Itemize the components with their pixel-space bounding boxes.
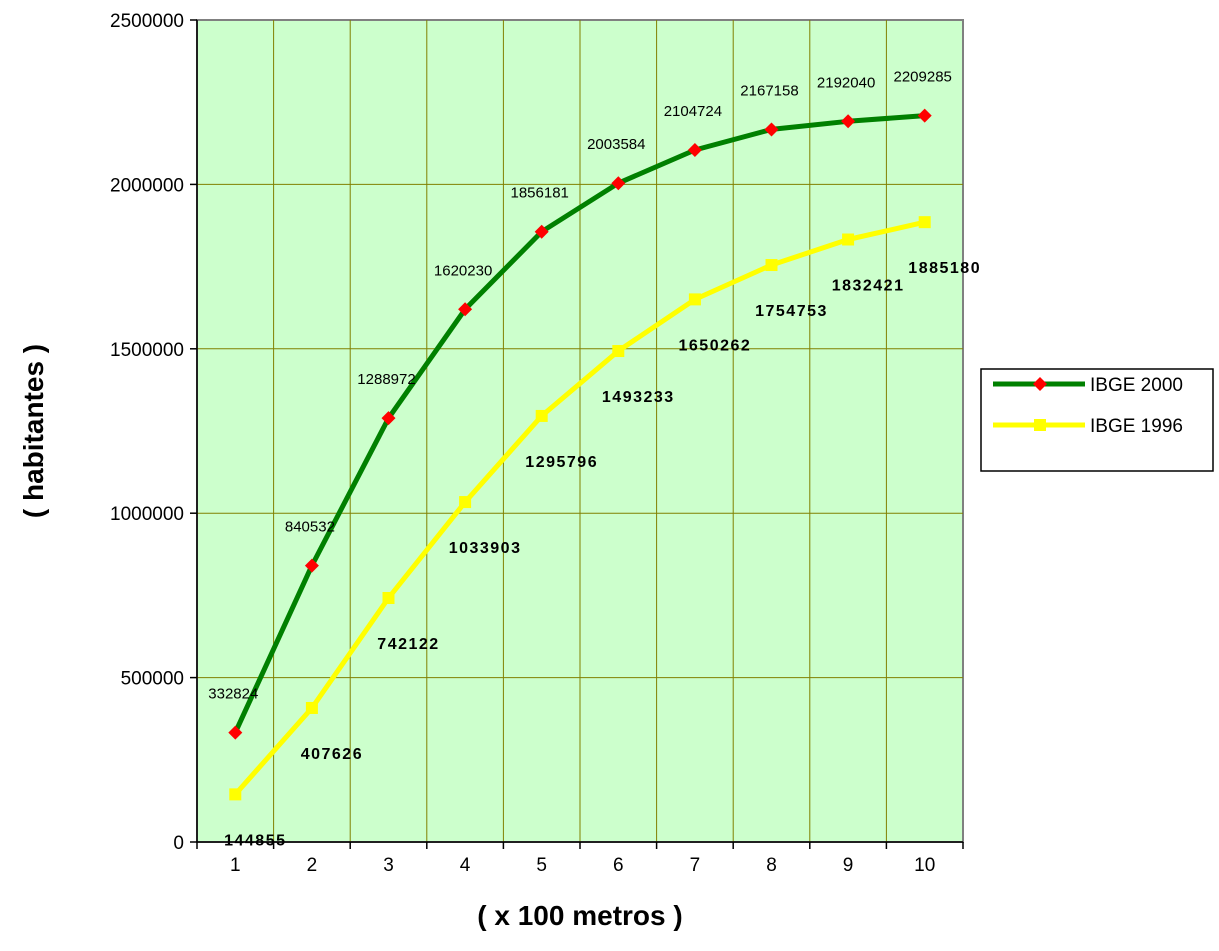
marker-ibge-1996 (842, 233, 855, 246)
marker-ibge-2000 (304, 558, 319, 573)
marker-ibge-1996 (229, 788, 242, 801)
y-tick-label: 500000 (121, 669, 184, 690)
series-group (228, 108, 932, 801)
marker-ibge-1996 (688, 293, 701, 306)
data-labels: 332824 840532 1288972 1620230 1856181 2003584… (208, 69, 981, 850)
data-label-ibge-1996: 1650262 (679, 337, 752, 354)
gridlines (197, 20, 963, 842)
x-tick-label: 3 (383, 855, 394, 876)
data-label-ibge-2000: 1856181 (510, 185, 568, 202)
data-label-ibge-2000: 840532 (285, 519, 335, 536)
data-label-ibge-2000: 2104724 (664, 103, 722, 120)
x-tick-label: 5 (536, 855, 547, 876)
marker-ibge-1996 (305, 701, 318, 714)
data-label-ibge-1996: 1754753 (755, 303, 828, 320)
y-tick-label: 2000000 (110, 175, 184, 196)
data-label-ibge-1996: 1295796 (525, 454, 598, 471)
marker-ibge-2000 (381, 411, 396, 426)
y-tick-label: 1500000 (110, 340, 184, 361)
marker-ibge-1996 (918, 216, 931, 229)
y-axis-title: ( habitantes ) (18, 344, 49, 518)
data-label-ibge-1996: 1493233 (602, 389, 675, 406)
marker-ibge-2000 (687, 142, 702, 157)
x-tick-label: 10 (914, 855, 935, 876)
legend-marker-ibge-1996 (1034, 419, 1046, 431)
data-label-ibge-2000: 332824 (208, 686, 258, 703)
y-tick-label: 1000000 (110, 504, 184, 525)
y-tick-label: 2500000 (110, 11, 184, 32)
marker-ibge-2000 (841, 114, 856, 129)
legend-marker-ibge-2000 (1033, 377, 1047, 391)
marker-ibge-2000 (917, 108, 932, 123)
marker-ibge-1996 (612, 345, 625, 358)
data-label-ibge-2000: 2192040 (817, 74, 875, 91)
legend-label-ibge-2000: IBGE 2000 (1090, 375, 1183, 396)
marker-ibge-1996 (459, 496, 472, 509)
marker-ibge-2000 (611, 176, 626, 191)
data-label-ibge-1996: 742122 (377, 636, 439, 653)
data-label-ibge-2000: 2209285 (893, 69, 951, 86)
marker-ibge-1996 (535, 409, 548, 422)
x-tick-label: 4 (460, 855, 471, 876)
data-label-ibge-1996: 1832421 (832, 277, 905, 294)
data-label-ibge-1996: 1033903 (449, 540, 522, 557)
marker-ibge-2000 (228, 725, 243, 740)
data-label-ibge-1996: 1885180 (908, 260, 981, 277)
x-tick-label: 9 (843, 855, 854, 876)
data-label-ibge-1996: 144855 (224, 832, 286, 849)
data-label-ibge-1996: 407626 (301, 746, 363, 763)
x-axis-title: ( x 100 metros ) (477, 900, 682, 931)
x-tick-label: 7 (690, 855, 701, 876)
legend: IBGE 2000 IBGE 1996 (980, 368, 1214, 472)
data-label-ibge-2000: 1620230 (434, 262, 492, 279)
data-label-ibge-2000: 1288972 (357, 371, 415, 388)
marker-ibge-2000 (458, 302, 473, 317)
x-tick-label: 2 (307, 855, 318, 876)
marker-ibge-2000 (534, 224, 549, 239)
x-tick-label: 8 (766, 855, 777, 876)
marker-ibge-2000 (764, 122, 779, 137)
series-line-ibge-1996 (233, 219, 926, 797)
legend-label-ibge-1996: IBGE 1996 (1090, 416, 1183, 437)
marker-ibge-1996 (382, 591, 395, 604)
data-label-ibge-2000: 2167158 (740, 82, 798, 99)
data-label-ibge-2000: 2003584 (587, 136, 645, 153)
x-tick-label: 6 (613, 855, 624, 876)
x-tick-label: 1 (230, 855, 241, 876)
series-line-ibge-2000 (233, 113, 925, 734)
axes: 0 500000 1000000 1500000 2000000 2500000 1 2 3 4 5… (110, 11, 964, 876)
y-tick-label: 0 (173, 833, 184, 854)
marker-ibge-1996 (765, 259, 778, 272)
